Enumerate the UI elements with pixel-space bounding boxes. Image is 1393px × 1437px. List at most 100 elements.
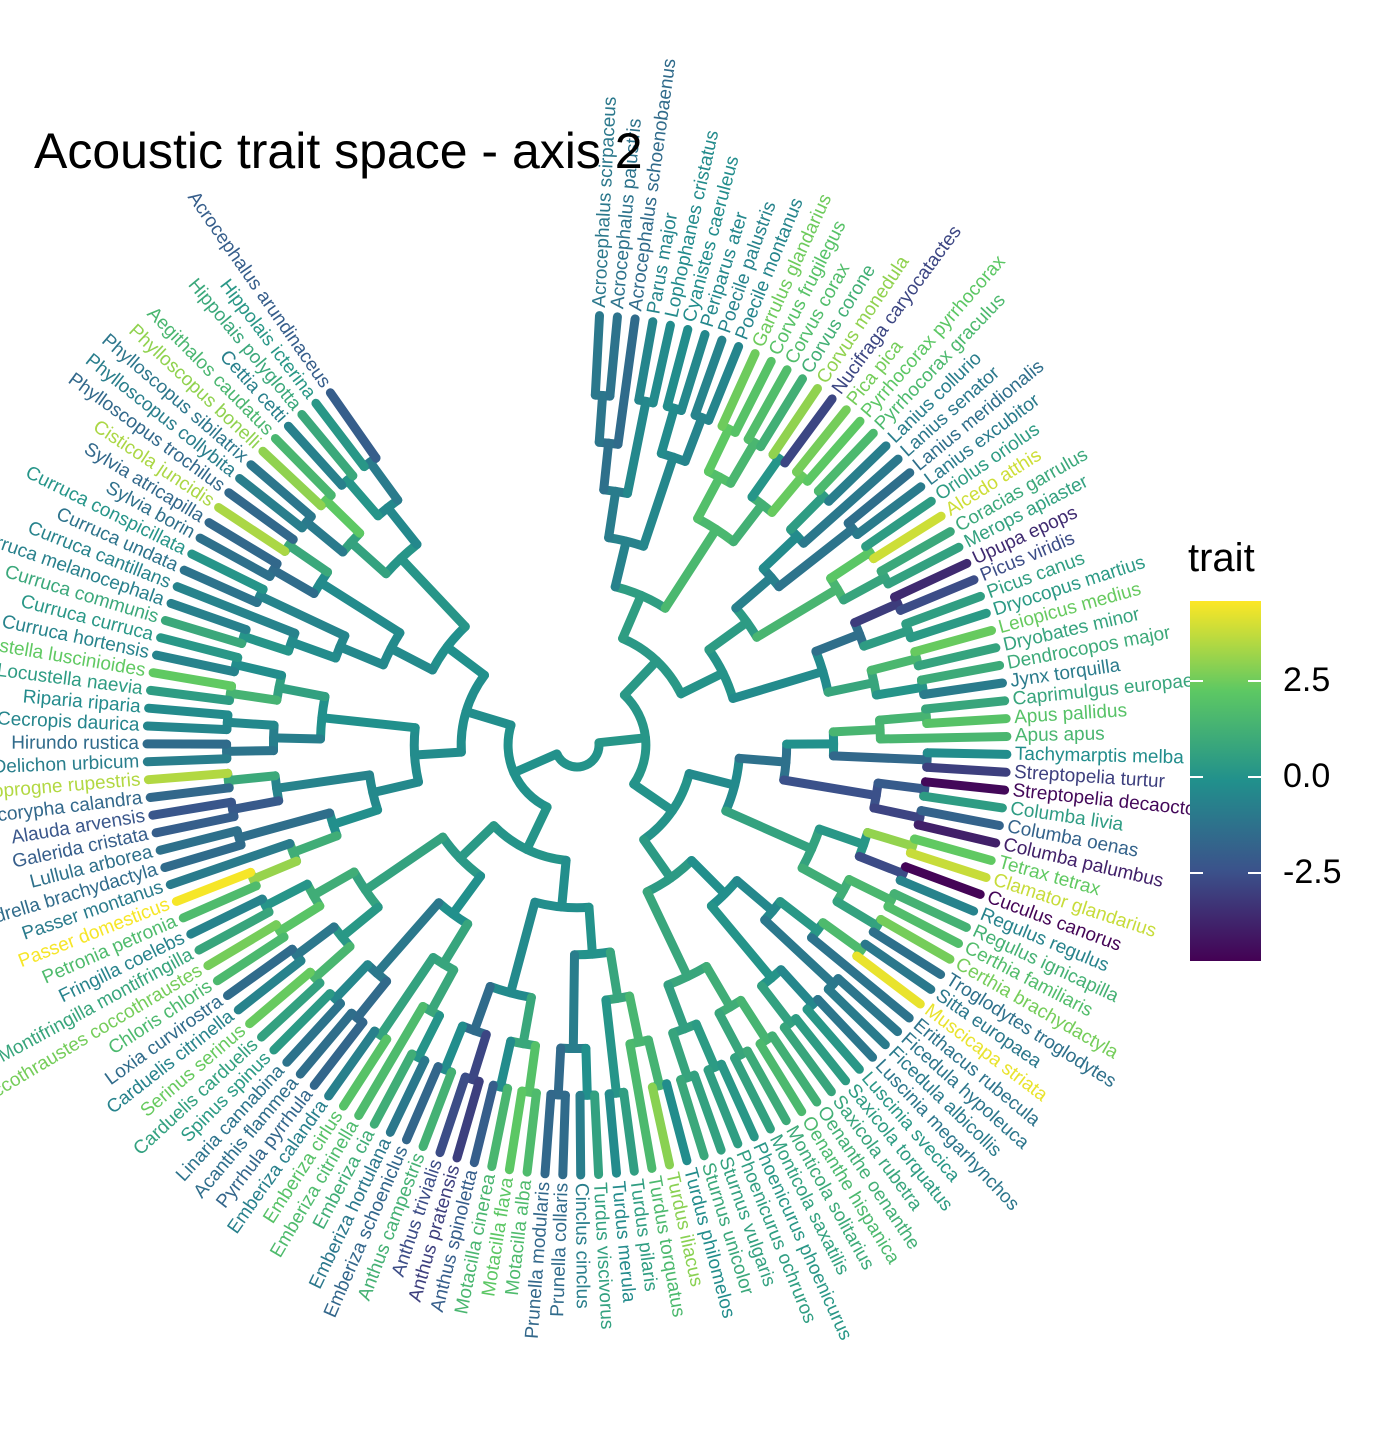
internal-branch [752,584,842,642]
tip-branch [148,797,236,820]
tip-branch [807,933,914,1023]
tip-label: Tachymarptis melba [1015,744,1185,769]
tip-branch [889,889,971,932]
tip-branch [767,1031,822,1107]
tip-branch [309,1017,368,1090]
internal-branch [274,683,330,702]
internal-branch [680,413,707,466]
tip-branch [171,867,256,906]
tip-branch [172,582,300,638]
internal-branch [222,717,279,730]
tip-branch [662,325,693,411]
internal-branch [568,950,579,1053]
internal-branch [728,667,828,703]
internal-branch [774,524,858,592]
internal-branch [495,1036,516,1092]
tip-branch [634,317,658,405]
tip-branch [883,902,963,948]
legend-tick-mark [1190,680,1203,683]
internal-branch [823,678,879,697]
tip-branch [152,650,239,677]
internal-branch [758,531,802,573]
internal-branch [284,540,333,577]
tip-branch [861,496,936,551]
tip-branch [558,1090,570,1180]
tip-branch [921,777,1010,795]
internal-branch [776,965,818,1009]
internal-branch [376,953,438,1040]
tip-branch [913,643,1001,671]
tip-branch [339,1034,392,1111]
tip-branch [690,335,727,420]
legend-tick-label: 0.0 [1283,757,1331,796]
internal-branch [779,775,881,801]
tip-branch [575,1090,586,1180]
internal-branch [228,796,284,814]
tip-branch [214,503,290,556]
tip-branch [755,1039,807,1117]
internal-branch [255,591,350,641]
internal-branch [506,897,540,998]
tip-branch [922,762,1011,777]
internal-branch [584,902,597,959]
tip-label: Hirundo rustica [11,733,139,754]
tip-branch [354,1002,428,1120]
internal-branch [814,824,869,849]
legend-title: trait [1188,536,1255,580]
clade-arc [570,947,615,960]
internal-branch [469,982,495,1036]
internal-branch [413,1011,444,1062]
internal-branch [687,856,730,899]
internal-branch [601,995,621,1098]
internal-branch [239,632,293,656]
tip-branch [402,1062,443,1145]
tip-branch [435,1072,470,1158]
internal-branch [426,965,459,1016]
tip-branch [921,696,1010,714]
internal-branch [261,879,312,911]
internal-branch [581,1043,592,1100]
tip-branch [704,342,744,425]
internal-branch [321,495,365,538]
internal-branch [310,942,355,983]
clade-arc [503,720,552,812]
tip-branch [187,549,268,594]
internal-branch [642,887,693,981]
clade-arc [618,634,686,699]
internal-branch [269,733,325,744]
tip-branch [852,951,925,1009]
internal-branch [335,642,388,670]
legend-colorbar [1190,601,1261,961]
tip-branch [823,984,890,1050]
legend-tick-label: 2.5 [1283,661,1331,700]
internal-branch [721,806,817,854]
tip-branch [743,365,792,444]
tip-branch [869,511,946,564]
internal-branch [818,918,866,955]
tip-branch [295,1008,356,1079]
internal-branch [832,897,882,931]
internal-branch [383,503,422,549]
tip-branch [833,974,903,1037]
internal-branch [714,1008,746,1060]
internal-branch [786,491,829,534]
internal-branch [684,769,740,790]
tip-branch [730,1053,775,1134]
internal-branch [693,472,725,523]
tip-branch [452,1077,484,1163]
internal-branch [660,524,721,613]
clade-arc [619,690,651,789]
internal-branch [225,688,282,705]
tip-branch [223,944,297,1000]
tip-branch [802,1004,864,1074]
internal-branch [668,1028,692,1082]
internal-branch [639,835,676,883]
internal-branch [518,993,536,1049]
tip-label: Cinclus cinclus [571,1183,593,1309]
tip-branch [792,405,851,477]
internal-branch [729,500,767,547]
tip-branch [233,956,306,1015]
clade-arc [489,821,571,865]
tip-branch [186,894,267,939]
tip-branch [625,1039,657,1173]
